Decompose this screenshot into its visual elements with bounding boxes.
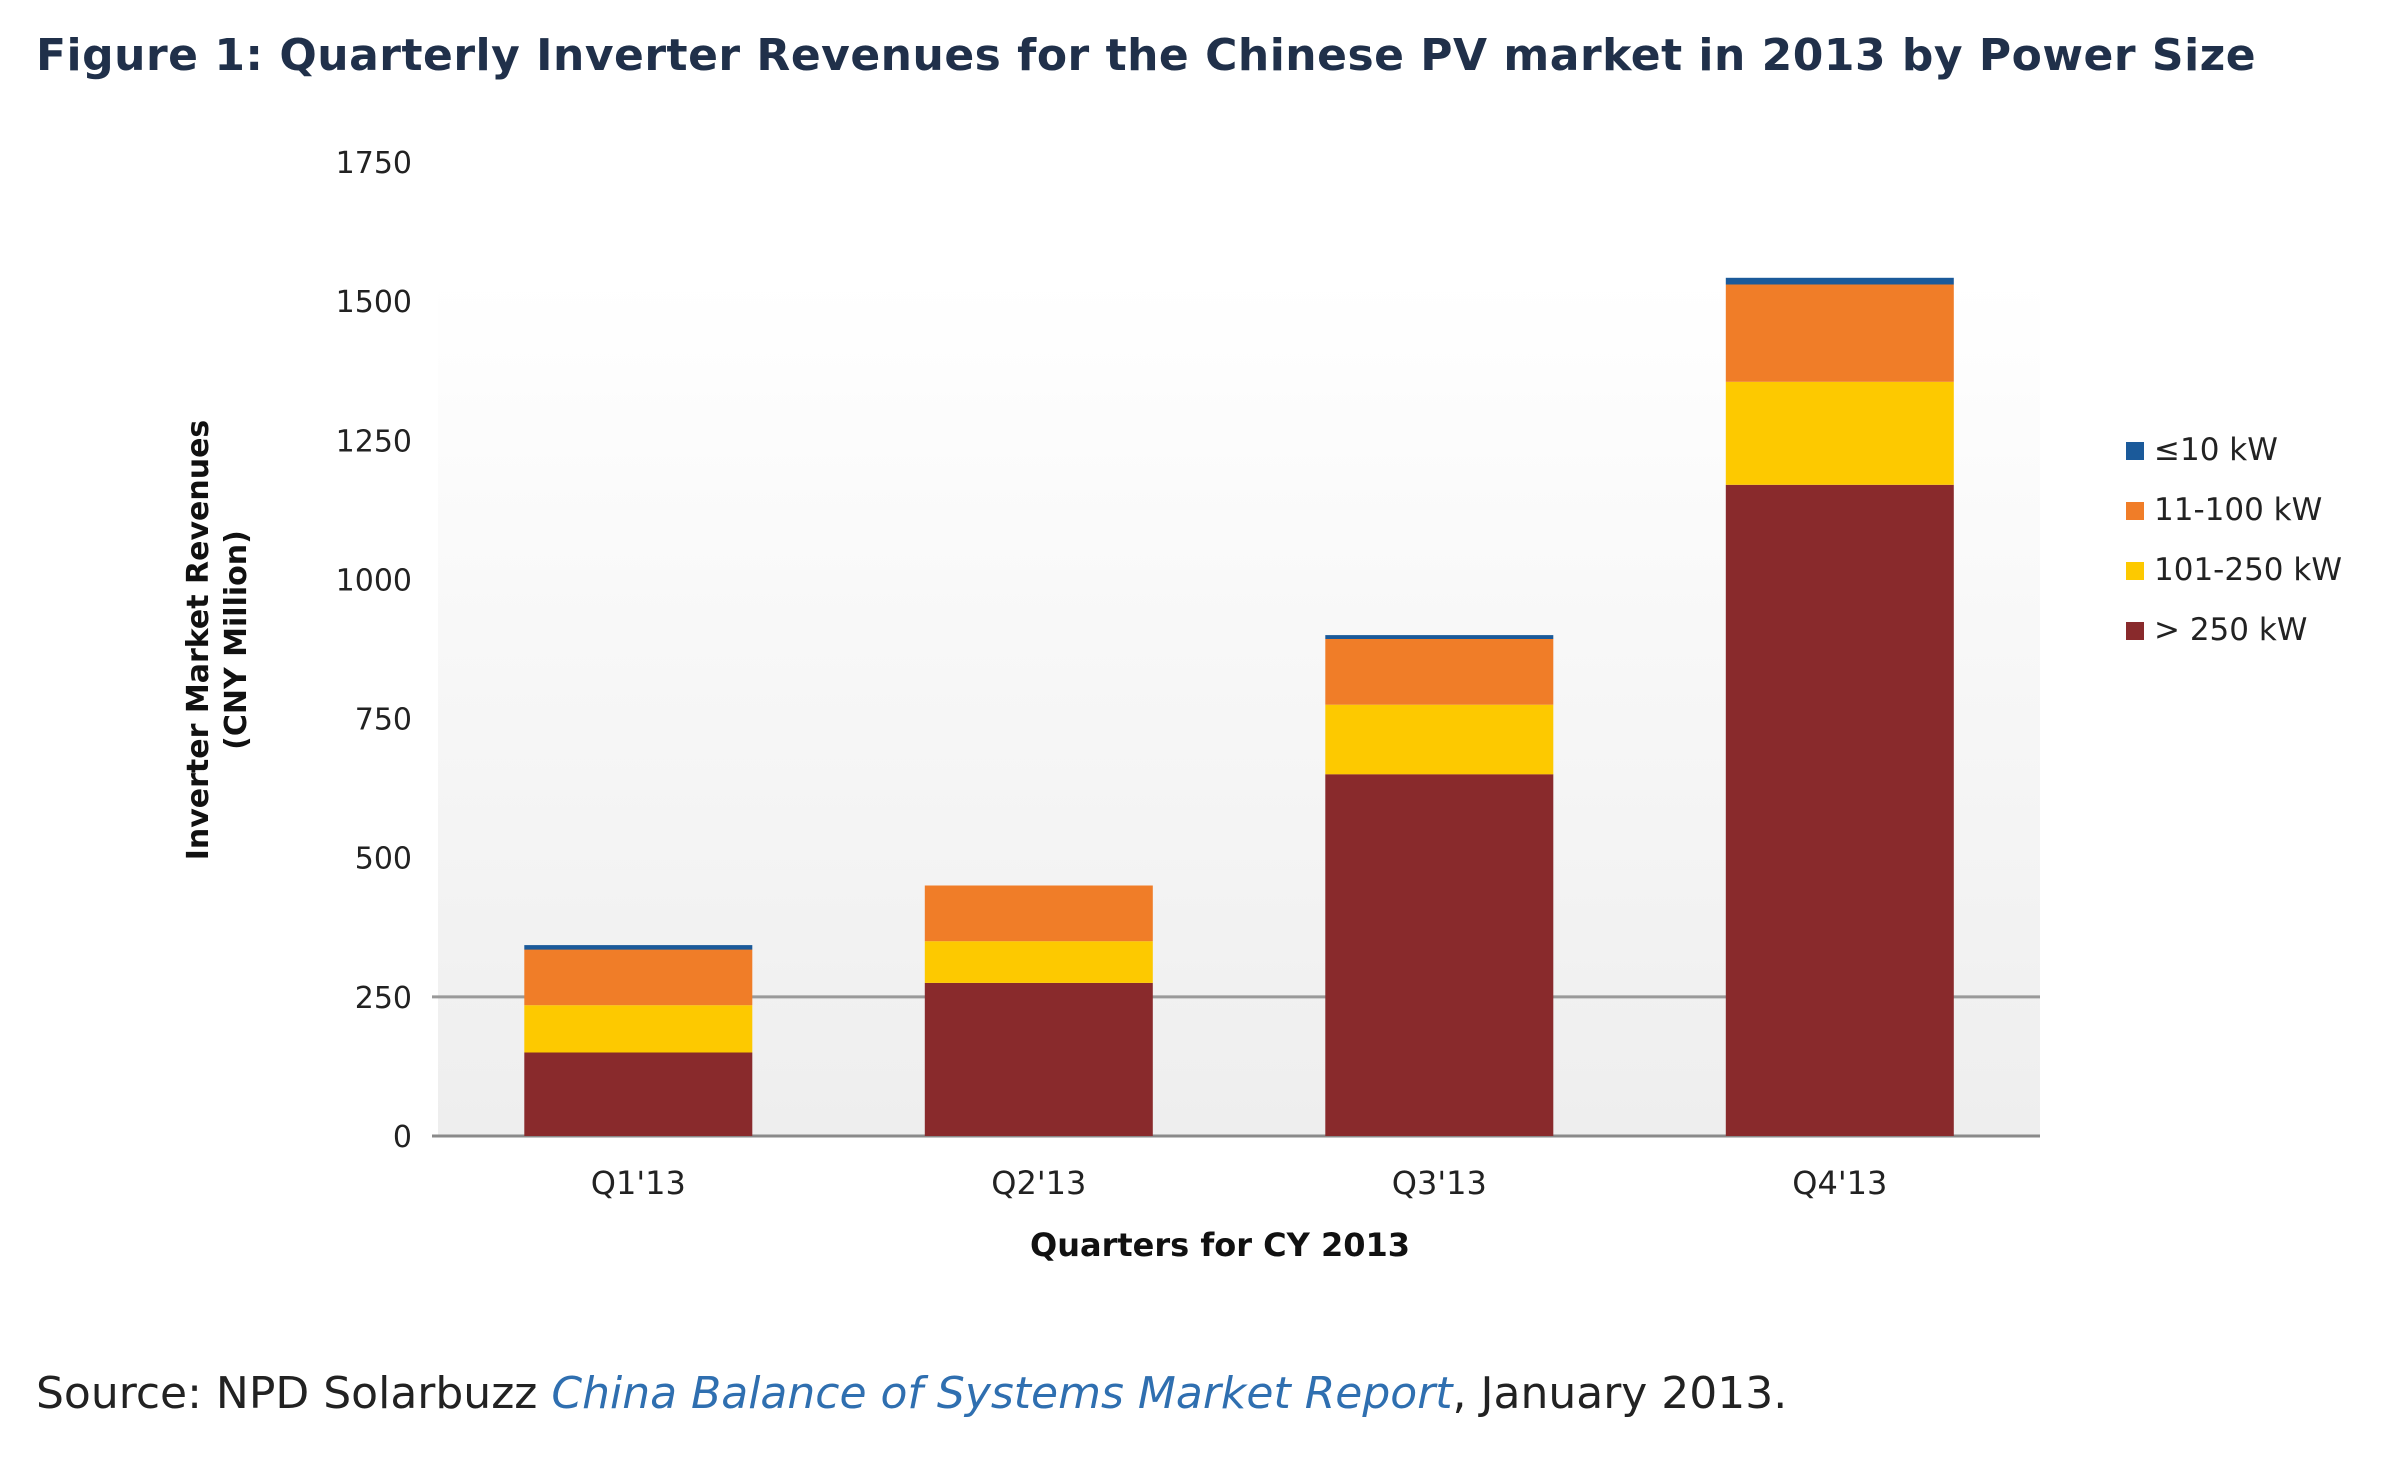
y-tick-label-6: 1250 [336, 424, 412, 459]
y-tick-label-5: 1000 [336, 563, 412, 598]
source-note: Source: NPD Solarbuzz China Balance of S… [36, 1368, 1787, 1419]
legend-swatch-2 [2126, 502, 2144, 520]
bar-segment-2-2 [924, 941, 1153, 983]
y-tick-label-1: 0 [393, 1120, 412, 1155]
legend: ≤10 kW 11-100 kW 101-250 kW > 250 kW [2126, 432, 2342, 648]
bar-segment-1-4 [524, 945, 753, 950]
y-axis-title: Inverter Market Revenues (CNY Million) [181, 420, 254, 861]
bar-segment-2-3 [924, 885, 1153, 942]
legend-label-3: 101-250 kW [2154, 552, 2342, 588]
x-tick-label-4: Q4'13 [1792, 1164, 1887, 1202]
source-prefix: Source: NPD Solarbuzz [36, 1368, 552, 1419]
x-tick-label-3: Q3'13 [1392, 1164, 1487, 1202]
source-suffix: , January 2013. [1452, 1368, 1788, 1419]
bars [524, 277, 1954, 1136]
legend-swatch-3 [2126, 562, 2144, 580]
legend-swatch-1 [2126, 442, 2144, 460]
bar-segment-4-3 [1725, 284, 1954, 382]
y-tick-label-3: 500 [355, 842, 412, 877]
y-tick-label-7: 1500 [336, 285, 412, 320]
x-axis-ticks: Q1'13 Q2'13 Q3'13 Q4'13 [591, 1164, 1888, 1202]
bar-segment-4-2 [1725, 381, 1954, 485]
bar-segment-2-1 [924, 982, 1153, 1136]
source-report-title: China Balance of Systems Market Report [551, 1368, 1453, 1419]
y-tick-label-8: 1750 [336, 146, 412, 181]
legend-label-4: > 250 kW [2154, 612, 2307, 648]
bar-segment-1-2 [524, 1005, 753, 1053]
y-axis-ticks: 0 250 500 750 1000 1250 1500 1750 [336, 146, 412, 1155]
bar-segment-3-2 [1325, 704, 1554, 775]
x-axis-title: Quarters for CY 2013 [1030, 1226, 1410, 1264]
chart-title: Figure 1: Quarterly Inverter Revenues fo… [36, 30, 2257, 81]
y-axis-title-line-1: Inverter Market Revenues [181, 420, 216, 861]
x-tick-label-2: Q2'13 [991, 1164, 1086, 1202]
x-tick-label-1: Q1'13 [591, 1164, 686, 1202]
bar-segment-3-4 [1325, 635, 1554, 639]
bar-segment-1-1 [524, 1052, 753, 1136]
y-axis-title-line-2: (CNY Million) [219, 530, 254, 750]
bar-segment-4-1 [1725, 484, 1954, 1136]
bar-segment-3-1 [1325, 774, 1554, 1136]
legend-label-2: 11-100 kW [2154, 492, 2322, 528]
legend-swatch-4 [2126, 622, 2144, 640]
bar-segment-4-4 [1725, 277, 1954, 285]
y-tick-label-2: 250 [355, 981, 412, 1016]
bar-segment-3-3 [1325, 639, 1554, 705]
legend-label-1: ≤10 kW [2154, 432, 2278, 468]
y-tick-label-4: 750 [355, 703, 412, 738]
bar-segment-1-3 [524, 949, 753, 1006]
